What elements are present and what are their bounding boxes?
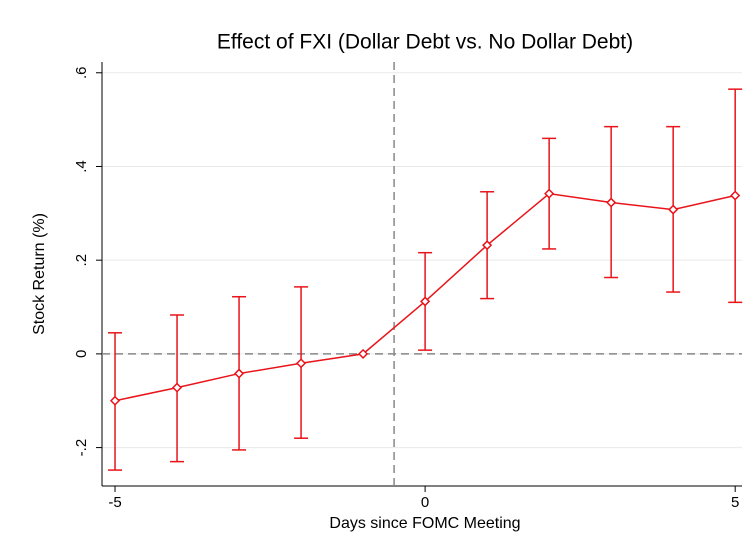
y-tick-label: .4 [73,160,90,173]
x-axis-label: Days since FOMC Meeting [329,515,520,532]
marker [606,197,617,208]
y-tick-label: -.2 [73,439,90,457]
marker [109,395,121,406]
marker [730,190,741,201]
x-tick-label: 0 [421,494,429,511]
marker [668,204,679,215]
y-tick-label: .2 [73,254,90,267]
x-tick-label: -5 [108,494,121,511]
y-tick-label: .6 [73,67,90,80]
marker [233,368,245,379]
marker [296,358,307,369]
chart-title: Effect of FXI (Dollar Debt vs. No Dollar… [217,31,633,54]
marker [358,348,369,359]
x-tick-label: 5 [731,494,739,511]
y-tick-label: 0 [73,350,90,358]
marker [420,296,431,307]
marker [171,382,183,393]
y-axis-label: Stock Return (%) [31,213,48,335]
marker [544,188,555,199]
marker [482,240,493,251]
